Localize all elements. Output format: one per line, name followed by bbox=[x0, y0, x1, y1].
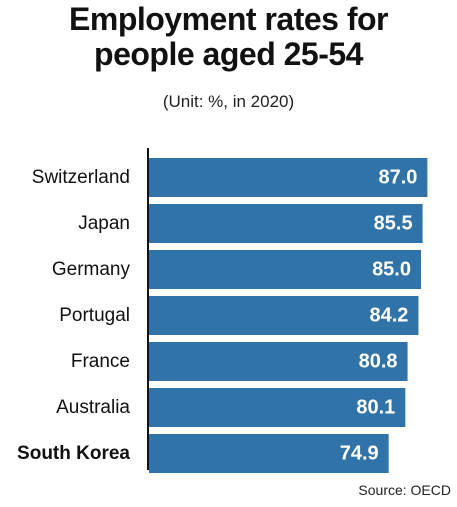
category-label: Portugal bbox=[59, 305, 130, 326]
chart-subtitle: (Unit: %, in 2020) bbox=[162, 92, 295, 111]
value-label: 74.9 bbox=[340, 443, 379, 465]
category-label: Australia bbox=[56, 397, 130, 418]
value-label: 85.0 bbox=[372, 259, 411, 281]
value-label: 85.5 bbox=[374, 213, 413, 235]
category-label: Germany bbox=[52, 259, 131, 280]
value-label: 80.8 bbox=[359, 351, 398, 373]
chart-title-line-2: people aged 25-54 bbox=[94, 36, 363, 72]
bar-australia bbox=[149, 388, 406, 427]
bar-germany bbox=[149, 250, 421, 289]
bar-switzerland bbox=[149, 158, 428, 197]
bar-south-korea bbox=[149, 434, 389, 473]
category-label: Japan bbox=[78, 213, 130, 234]
bar-japan bbox=[149, 204, 423, 243]
bar-portugal bbox=[149, 296, 419, 335]
source-note: Source: OECD bbox=[358, 482, 451, 498]
category-label: Switzerland bbox=[32, 167, 130, 188]
category-label: South Korea bbox=[17, 443, 130, 464]
value-label: 87.0 bbox=[378, 167, 417, 189]
chart-title: Employment rates for people aged 25-54 bbox=[0, 2, 457, 72]
chart-title-line-1: Employment rates for bbox=[69, 1, 388, 37]
bar-france bbox=[149, 342, 408, 381]
value-label: 80.1 bbox=[356, 397, 395, 419]
value-label: 84.2 bbox=[370, 305, 409, 327]
category-label: France bbox=[71, 351, 130, 372]
